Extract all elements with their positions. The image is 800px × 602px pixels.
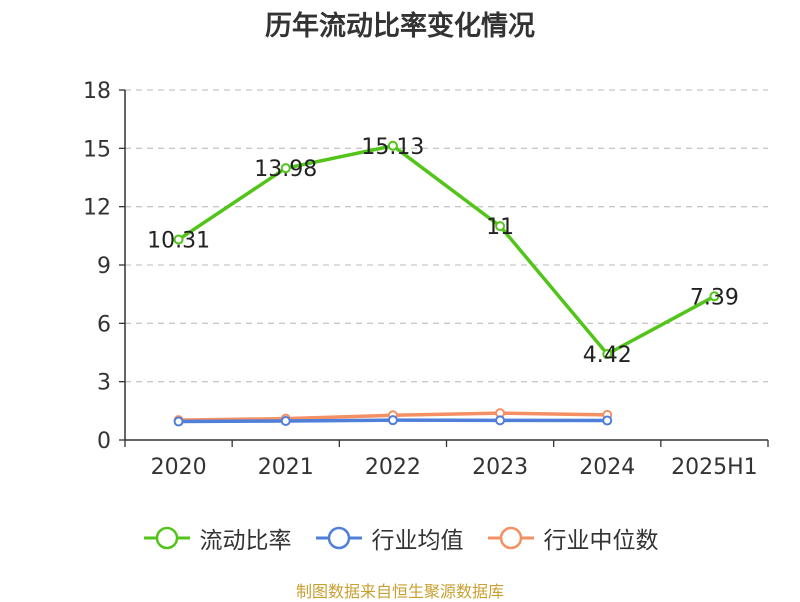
data-point [173,234,184,245]
y-tick-label: 18 [83,79,111,104]
data-labels: 10.31 13.98 15.13 11 4.42 7.39 [147,135,739,368]
data-point [709,291,720,302]
data-point [602,415,613,426]
data-point [280,415,291,426]
data-label: 4.42 [583,343,632,368]
y-tick-label: 15 [83,137,111,162]
data-label: 15.13 [361,135,424,160]
y-tick-label: 3 [97,371,111,396]
data-label: 7.39 [690,285,739,310]
data-label: 11 [486,215,514,240]
legend-swatch [487,526,534,550]
data-label: 10.31 [147,229,210,254]
x-tick-label: 2020 [151,455,207,480]
x-tick-label: 2021 [258,455,314,480]
data-point [387,415,398,426]
grid-lines [125,89,768,383]
axes: 0 3 6 9 12 15 18 2020 2021 2022 2023 2024 2025H1 [83,79,769,480]
legend-swatch [143,526,190,550]
data-label: 13.98 [254,157,317,182]
legend-item[interactable]: 流动比率 [142,521,292,555]
data-point [495,221,506,232]
data-point [495,415,506,426]
x-tick-label: 2022 [365,455,421,480]
legend-item[interactable]: 行业中位数 [486,521,659,555]
x-tick-label: 2025H1 [671,455,758,480]
y-tick-label: 12 [83,196,111,221]
series-lines [173,140,720,427]
legend: 流动比率 行业均值 行业中位数 [0,518,800,558]
y-tick-label: 9 [97,254,111,279]
y-tick-label: 6 [97,312,111,337]
x-tick-label: 2023 [472,455,528,480]
series-line [177,144,716,356]
legend-item[interactable]: 行业均值 [314,521,464,555]
legend-label: 流动比率 [199,528,292,554]
y-tick-label: 0 [97,429,111,454]
legend-label: 行业均值 [371,528,464,554]
data-point [173,416,184,427]
chart-title: 历年流动比率变化情况 [265,11,535,42]
data-point [387,140,398,151]
data-point [602,349,613,360]
legend-label: 行业中位数 [543,528,659,554]
legend-swatch [315,526,362,550]
data-point [280,163,291,174]
source-note: 制图数据来自恒生聚源数据库 [295,582,504,601]
x-tick-label: 2024 [579,455,635,480]
